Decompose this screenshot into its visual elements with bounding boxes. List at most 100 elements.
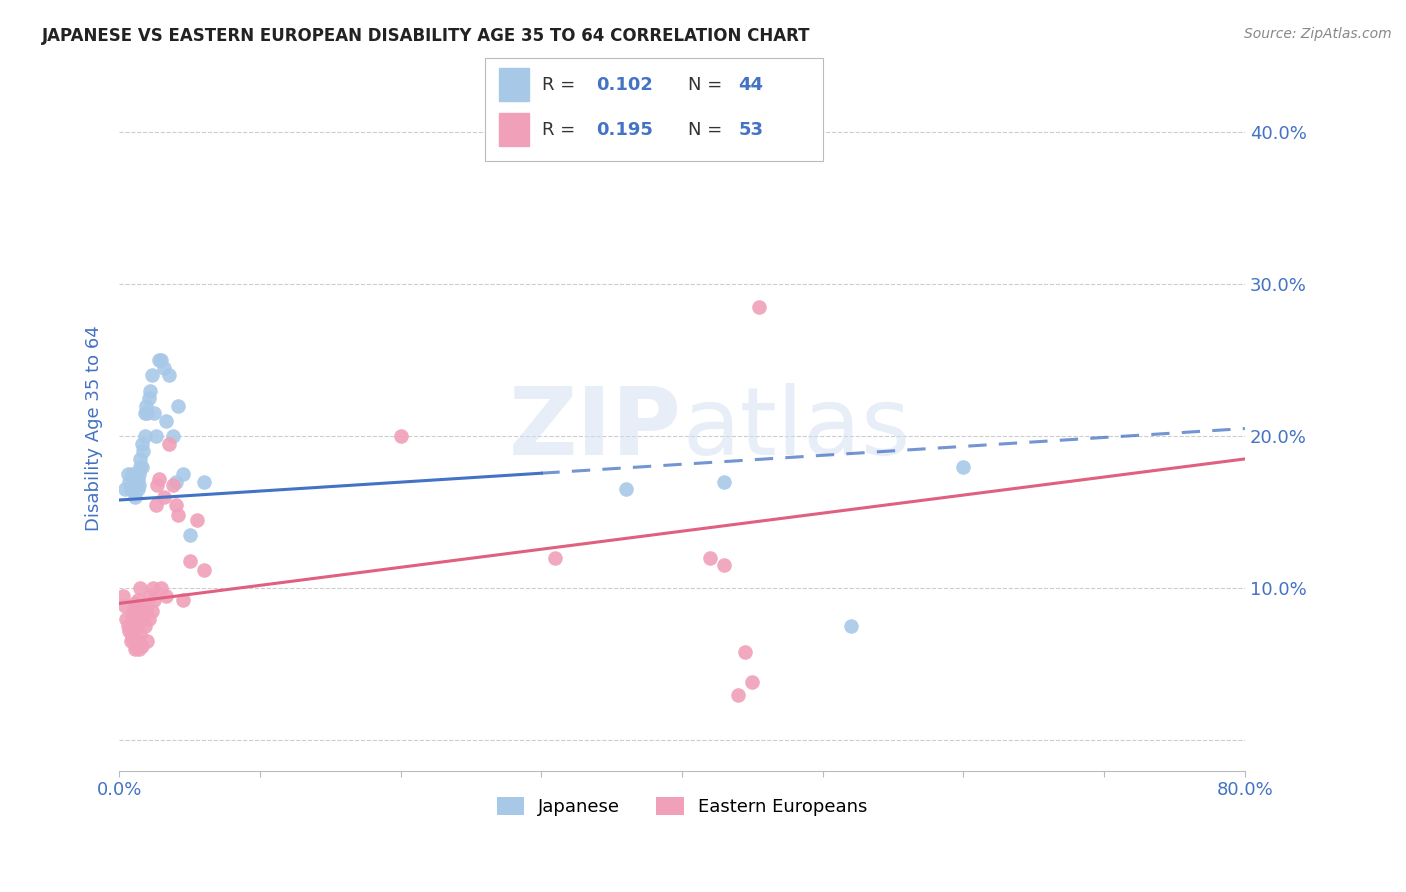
Point xyxy=(122,604,145,618)
Point xyxy=(129,627,152,641)
Point xyxy=(139,589,162,603)
Point xyxy=(117,467,139,482)
Point xyxy=(121,467,143,482)
Point xyxy=(193,563,215,577)
Point xyxy=(128,642,150,657)
Point xyxy=(741,675,763,690)
Point xyxy=(141,604,163,618)
Point xyxy=(125,619,148,633)
Point xyxy=(155,589,177,603)
Legend: Japanese, Eastern Europeans: Japanese, Eastern Europeans xyxy=(489,789,875,823)
Point xyxy=(127,472,149,486)
Point xyxy=(145,498,167,512)
Point xyxy=(186,513,208,527)
Point xyxy=(155,414,177,428)
Point xyxy=(125,467,148,482)
Text: 53: 53 xyxy=(738,120,763,139)
Point xyxy=(120,634,142,648)
Point xyxy=(117,619,139,633)
Point xyxy=(118,475,141,489)
Text: R =: R = xyxy=(543,76,582,94)
Point xyxy=(134,619,156,633)
Point xyxy=(162,477,184,491)
Text: atlas: atlas xyxy=(682,383,910,475)
Point xyxy=(138,612,160,626)
Point xyxy=(122,483,145,497)
Point xyxy=(839,619,862,633)
Point xyxy=(135,604,157,618)
Point xyxy=(952,459,974,474)
Point xyxy=(131,436,153,450)
Point xyxy=(142,581,165,595)
Point xyxy=(121,608,143,623)
FancyBboxPatch shape xyxy=(499,69,529,101)
Text: 44: 44 xyxy=(738,76,763,94)
Point xyxy=(124,596,146,610)
Point xyxy=(150,353,173,368)
Point xyxy=(165,475,187,489)
Point xyxy=(122,475,145,489)
Point xyxy=(614,483,637,497)
Point xyxy=(167,508,190,523)
Point xyxy=(114,599,136,614)
Point xyxy=(124,490,146,504)
Point xyxy=(124,472,146,486)
Point xyxy=(114,483,136,497)
Point xyxy=(129,452,152,467)
Point xyxy=(129,581,152,595)
Point xyxy=(193,475,215,489)
Point xyxy=(125,477,148,491)
Point xyxy=(389,429,412,443)
FancyBboxPatch shape xyxy=(499,113,529,146)
Point xyxy=(127,634,149,648)
Point xyxy=(157,436,180,450)
Point xyxy=(136,634,159,648)
Point xyxy=(713,558,735,573)
Point xyxy=(132,444,155,458)
FancyBboxPatch shape xyxy=(485,58,823,161)
Point xyxy=(172,593,194,607)
Point xyxy=(115,612,138,626)
Point xyxy=(165,498,187,512)
Point xyxy=(141,368,163,383)
Point xyxy=(727,688,749,702)
Y-axis label: Disability Age 35 to 64: Disability Age 35 to 64 xyxy=(86,326,103,532)
Point xyxy=(128,467,150,482)
Text: 0.102: 0.102 xyxy=(596,76,654,94)
Point xyxy=(157,368,180,383)
Point xyxy=(148,353,170,368)
Point xyxy=(713,475,735,489)
Point xyxy=(544,550,567,565)
Point xyxy=(134,406,156,420)
Point xyxy=(120,483,142,497)
Point xyxy=(138,391,160,405)
Point xyxy=(127,483,149,497)
Point xyxy=(172,467,194,482)
Point xyxy=(153,360,176,375)
Text: N =: N = xyxy=(688,120,727,139)
Point xyxy=(122,627,145,641)
Point xyxy=(118,624,141,638)
Point xyxy=(143,593,166,607)
Point xyxy=(139,384,162,398)
Point xyxy=(131,639,153,653)
Point xyxy=(132,612,155,626)
Point xyxy=(136,406,159,420)
Point xyxy=(129,459,152,474)
Point xyxy=(153,490,176,504)
Point xyxy=(146,477,169,491)
Point xyxy=(748,300,770,314)
Point xyxy=(134,429,156,443)
Point xyxy=(179,528,201,542)
Point xyxy=(125,639,148,653)
Text: ZIP: ZIP xyxy=(509,383,682,475)
Text: JAPANESE VS EASTERN EUROPEAN DISABILITY AGE 35 TO 64 CORRELATION CHART: JAPANESE VS EASTERN EUROPEAN DISABILITY … xyxy=(42,27,811,45)
Point xyxy=(135,399,157,413)
Point xyxy=(131,599,153,614)
Point xyxy=(143,406,166,420)
Point xyxy=(128,615,150,629)
Point xyxy=(162,429,184,443)
Point xyxy=(734,645,756,659)
Point xyxy=(127,593,149,607)
Point xyxy=(112,589,135,603)
